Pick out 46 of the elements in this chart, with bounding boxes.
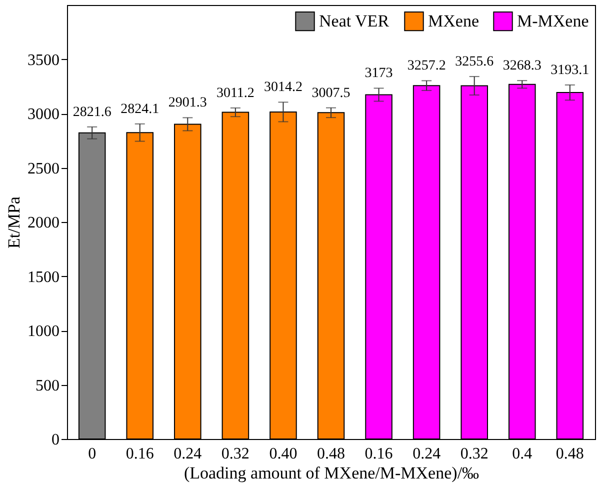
x-tick-label: 0.16	[126, 446, 154, 462]
y-tick-label: 2000	[28, 214, 60, 232]
y-tick-label: 0	[52, 432, 60, 448]
x-tick-label: 0.32	[460, 446, 488, 462]
legend-label: Neat VER	[319, 11, 390, 30]
y-tick-label: 3500	[28, 52, 60, 69]
data-label: 2821.6	[72, 104, 112, 120]
data-label: 3257.2	[407, 58, 446, 74]
bar	[412, 85, 440, 440]
data-label: 3268.3	[502, 58, 542, 74]
data-label: 3193.1	[550, 62, 590, 78]
bar	[174, 124, 202, 440]
y-tick-label: 500	[36, 377, 60, 394]
y-tick-label: 3000	[28, 106, 60, 123]
bar	[365, 94, 392, 440]
bar	[78, 132, 106, 440]
x-tick-label: 0.4	[512, 446, 532, 462]
x-tick-label: 0.24	[174, 446, 202, 462]
bar	[460, 85, 488, 440]
data-label: 3007.5	[312, 86, 350, 101]
x-axis-title: (Loading amount of MXene/M-MXene)/‰	[184, 464, 480, 482]
bar	[556, 92, 584, 440]
data-label: 3014.2	[264, 80, 302, 96]
data-label: 2824.1	[120, 102, 160, 117]
bar	[222, 112, 250, 440]
bar	[508, 84, 536, 440]
y-tick-label: 2500	[28, 160, 60, 178]
x-tick-label: 0.32	[221, 446, 250, 462]
x-tick-label: 0	[88, 446, 96, 462]
x-tick-label: 0.24	[412, 446, 441, 462]
bar	[317, 112, 345, 440]
y-tick-label: 1500	[28, 268, 60, 286]
x-tick-label: 0.48	[556, 446, 584, 462]
x-tick-label: 0.48	[317, 446, 345, 462]
legend-label: MXene	[428, 11, 479, 30]
y-axis-title: Et/MPa	[4, 196, 24, 248]
legend-label: M-MXene	[517, 11, 589, 30]
data-label: 2901.3	[168, 96, 207, 111]
data-label: 3011.2	[216, 86, 254, 101]
bar	[270, 111, 297, 440]
y-tick-label: 1000	[28, 323, 60, 340]
bar	[126, 132, 154, 440]
x-tick-label: 0.16	[364, 446, 393, 462]
data-label: 3255.6	[455, 54, 494, 70]
data-label: 3173	[364, 66, 393, 82]
x-tick-label: 0.40	[269, 446, 298, 462]
